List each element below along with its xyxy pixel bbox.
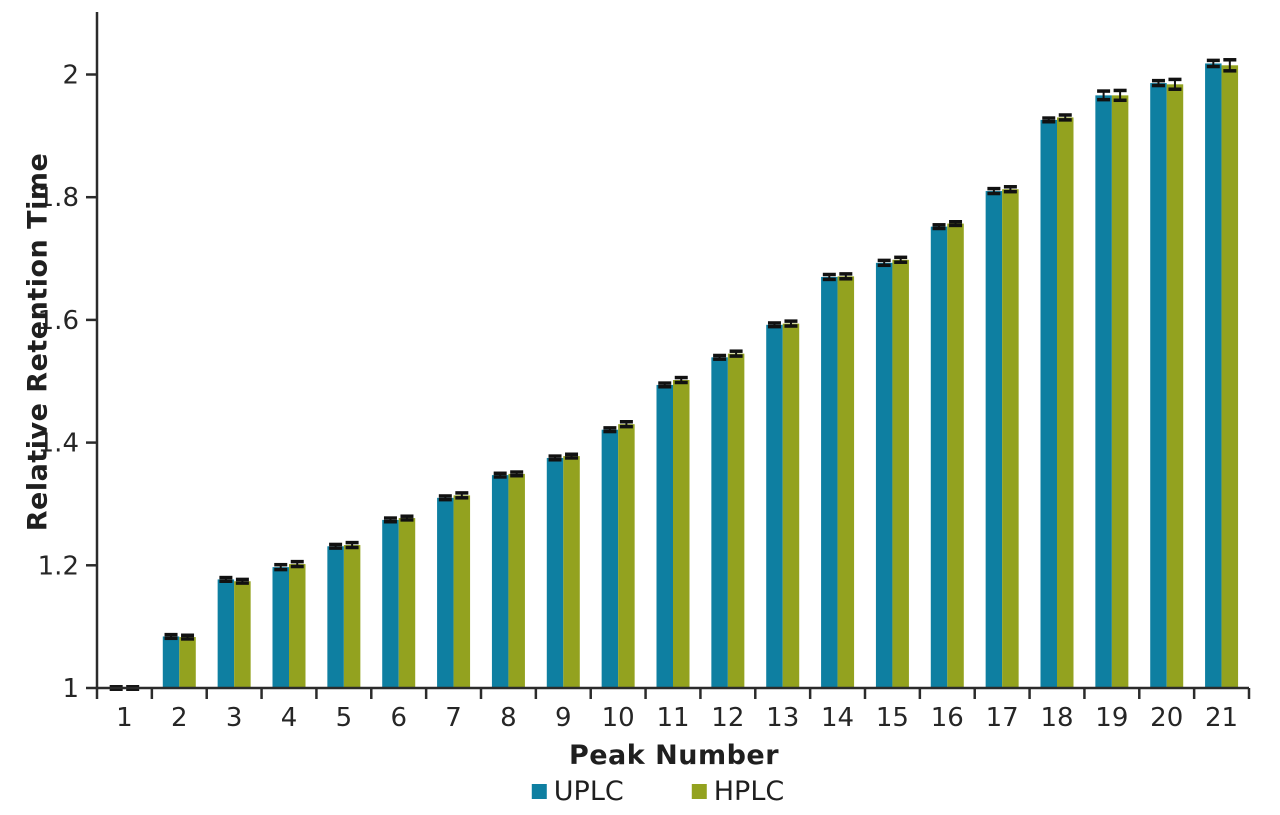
bar-uplc-peak-16 xyxy=(930,226,948,688)
hplc-swatch-icon xyxy=(691,784,707,799)
bar-uplc-peak-15 xyxy=(875,262,893,688)
chart-legend: UPLC HPLC xyxy=(531,776,785,807)
y-tick-label: 1.8 xyxy=(38,183,79,213)
x-axis-title: Peak Number xyxy=(568,740,780,771)
x-tick-label: 17 xyxy=(986,703,1019,733)
bar-uplc-peak-13 xyxy=(766,324,783,688)
bar-uplc-peak-7 xyxy=(437,497,454,688)
bar-hplc-peak-4 xyxy=(289,564,306,688)
uplc-swatch-icon xyxy=(531,784,547,799)
bar-hplc-peak-6 xyxy=(398,518,416,688)
y-tick-label: 2 xyxy=(62,61,79,91)
x-tick-label: 5 xyxy=(336,703,353,733)
x-tick-label: 1 xyxy=(116,703,133,733)
bar-uplc-peak-21 xyxy=(1205,63,1222,688)
bar-hplc-peak-18 xyxy=(1057,117,1074,688)
x-tick-label: 19 xyxy=(1095,703,1128,733)
x-tick-label: 9 xyxy=(555,703,572,733)
legend-item-uplc: UPLC xyxy=(531,776,624,807)
bar-hplc-peak-3 xyxy=(234,581,251,688)
x-tick-label: 2 xyxy=(171,703,188,733)
x-tick-label: 11 xyxy=(656,703,689,733)
x-tick-label: 14 xyxy=(821,703,854,733)
bar-uplc-peak-2 xyxy=(162,636,180,688)
legend-label-uplc: UPLC xyxy=(553,776,624,807)
bar-hplc-peak-13 xyxy=(782,323,800,688)
bar-uplc-peak-8 xyxy=(491,475,509,688)
bar-hplc-peak-9 xyxy=(563,456,580,688)
bar-uplc-peak-10 xyxy=(601,429,619,688)
x-tick-label: 3 xyxy=(226,703,243,733)
bar-hplc-peak-19 xyxy=(1111,95,1129,688)
bar-uplc-peak-5 xyxy=(327,546,344,688)
legend-item-hplc: HPLC xyxy=(691,776,785,807)
y-tick-label: 1.6 xyxy=(38,306,79,336)
x-tick-label: 7 xyxy=(445,703,462,733)
x-tick-label: 12 xyxy=(711,703,744,733)
x-tick-label: 4 xyxy=(281,703,298,733)
bar-hplc-peak-2 xyxy=(179,637,196,688)
x-tick-label: 20 xyxy=(1150,703,1183,733)
bar-hplc-peak-21 xyxy=(1221,65,1239,689)
bar-uplc-peak-12 xyxy=(711,357,728,688)
bar-uplc-peak-18 xyxy=(1040,119,1057,689)
bar-uplc-peak-9 xyxy=(546,457,564,688)
legend-label-hplc: HPLC xyxy=(713,776,785,807)
bar-hplc-peak-15 xyxy=(892,259,909,688)
bar-uplc-peak-3 xyxy=(217,579,235,688)
x-tick-label: 8 xyxy=(500,703,517,733)
y-tick-label: 1.4 xyxy=(38,429,79,459)
x-tick-label: 6 xyxy=(390,703,407,733)
x-tick-label: 15 xyxy=(876,703,909,733)
bar-uplc-peak-17 xyxy=(985,191,1003,688)
x-tick-label: 21 xyxy=(1205,703,1238,733)
bar-hplc-peak-14 xyxy=(837,276,855,688)
bar-uplc-peak-6 xyxy=(382,519,399,688)
x-tick-label: 16 xyxy=(931,703,964,733)
x-tick-label: 13 xyxy=(766,703,799,733)
bar-hplc-peak-16 xyxy=(947,223,964,688)
bar-uplc-peak-11 xyxy=(656,384,673,688)
bar-hplc-peak-17 xyxy=(1002,189,1019,689)
bar-uplc-peak-19 xyxy=(1095,95,1112,688)
bar-hplc-peak-11 xyxy=(673,380,690,688)
bar-hplc-peak-12 xyxy=(727,353,745,688)
y-axis-title: Relative Retention Time xyxy=(22,152,54,532)
bar-uplc-peak-14 xyxy=(821,276,838,688)
bar-uplc-peak-4 xyxy=(272,567,289,688)
x-tick-label: 18 xyxy=(1040,703,1073,733)
bar-hplc-peak-20 xyxy=(1166,84,1184,689)
bar-hplc-peak-5 xyxy=(343,545,361,688)
bar-uplc-peak-20 xyxy=(1150,83,1167,689)
y-tick-label: 1.2 xyxy=(38,551,79,581)
bar-hplc-peak-7 xyxy=(453,495,471,688)
bar-hplc-peak-10 xyxy=(618,424,635,688)
x-tick-label: 10 xyxy=(602,703,635,733)
y-tick-label: 1 xyxy=(62,674,79,704)
bar-hplc-peak-8 xyxy=(508,473,525,688)
